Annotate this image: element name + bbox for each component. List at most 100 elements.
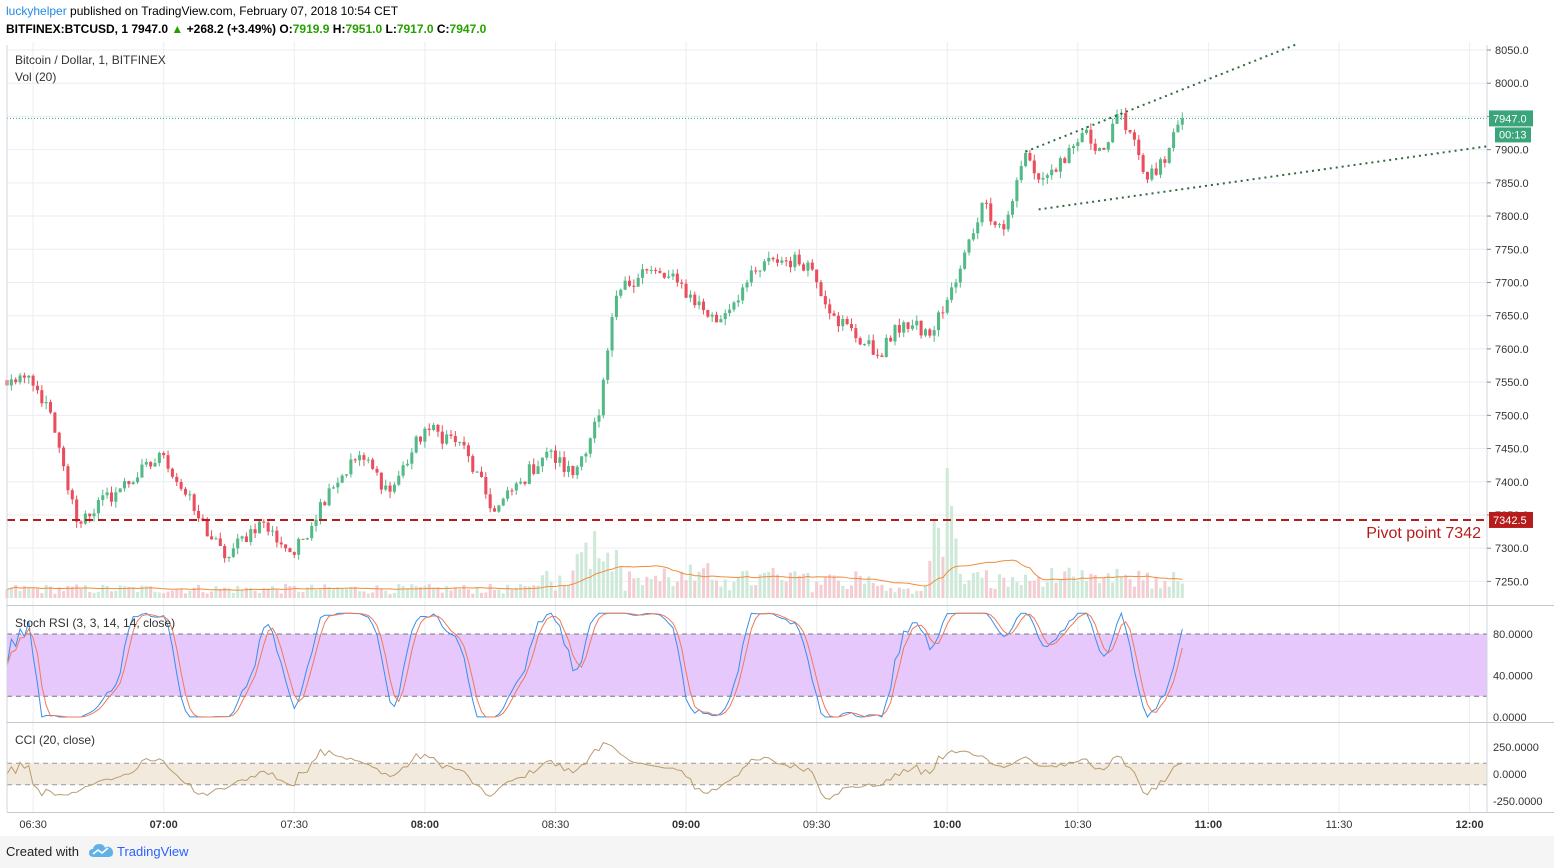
volume-bar [92,592,96,598]
volume-bar [741,571,745,598]
candle [889,337,893,342]
cci-tick-label: 250.0000 [1493,742,1539,754]
price-tick-label: 7850.0 [1495,178,1529,190]
stoch-d-line [6,612,1183,718]
trading-chart[interactable]: 8050.08000.07950.07900.07850.07800.07750… [0,0,1554,836]
candle [984,202,988,204]
candle [244,536,248,543]
candle [166,455,170,469]
volume-bar [810,592,814,598]
candle [601,379,605,416]
volume-bar [580,552,584,598]
volume-bar [440,592,444,598]
candle [1159,159,1163,175]
candle [658,270,662,273]
volume-bar [606,552,610,598]
candle [841,319,845,327]
volume-bar [127,587,131,598]
candle [697,301,701,306]
volume-bar [284,584,288,598]
volume-bar [201,592,205,598]
volume-bar [336,587,340,598]
volume-bar [170,590,174,598]
candle [314,519,318,526]
volume-bar [762,572,766,598]
volume-bar [488,584,492,598]
volume-bar [506,584,510,598]
volume-bar [1058,578,1062,598]
last-price-badge-text: 7947.0 [1493,113,1527,125]
candle [96,500,100,514]
candle [937,312,941,331]
candle [131,482,135,485]
candle [736,300,740,303]
candle [410,452,414,464]
volume-bar [271,586,275,598]
price-tick-label: 7900.0 [1495,145,1529,157]
time-tick-label: 08:00 [411,819,439,831]
volume-bar [136,592,140,598]
volume-bar [636,577,640,598]
candle [279,542,283,545]
candle [989,203,993,222]
candle [1058,158,1062,172]
volume-bar [401,585,405,598]
candle [767,257,771,262]
cci-band [7,763,1487,785]
candle [27,375,31,378]
cci-tick-label: 0.0000 [1493,769,1527,781]
candle [532,464,536,474]
candle [802,264,806,271]
candle [610,317,614,351]
candle [284,544,288,549]
volume-bar [83,585,87,598]
price-tick-label: 8000.0 [1495,78,1529,90]
author-link[interactable]: luckyhelper [6,4,67,18]
volume-bar [749,585,753,598]
candle [667,276,671,278]
volume-bar [963,583,967,598]
price-tick-label: 7400.0 [1495,477,1529,489]
volume-bar [849,585,853,598]
candle [536,466,540,474]
volume-bar [623,590,627,598]
candle [1024,152,1028,167]
candle [1145,171,1149,180]
candle [336,482,340,488]
volume-bar [645,576,649,598]
candle [440,431,444,444]
close-value: 7947.0 [449,22,487,36]
candle [880,355,884,358]
candle [876,354,880,356]
candle [497,505,501,512]
candle [392,484,396,492]
volume-bar [331,589,335,598]
candle [327,488,331,506]
candle [915,320,919,326]
candle [310,525,314,539]
stoch-tick-label: 80.0000 [1493,629,1533,641]
volume-bar [144,585,148,598]
low-value: 7917.0 [396,22,434,36]
candle [902,322,906,333]
candle [1085,129,1089,134]
time-tick-label: 06:30 [19,819,47,831]
candle [1093,143,1097,151]
candle [810,262,814,270]
volume-bar [797,575,801,598]
price-tick-label: 7450.0 [1495,444,1529,456]
volume-bar [288,586,292,598]
candle [1141,155,1145,172]
volume-bar [915,590,919,598]
volume-bar [157,592,161,598]
time-tick-label: 09:30 [803,819,831,831]
volume-bar [553,590,557,598]
candle [1071,145,1075,149]
volume-bar [1050,567,1054,598]
volume-bar [950,506,954,598]
tradingview-link[interactable]: TradingView [117,844,189,859]
candle [22,375,26,378]
volume-bar [562,585,566,598]
candle [632,285,636,287]
candle [1098,147,1102,151]
